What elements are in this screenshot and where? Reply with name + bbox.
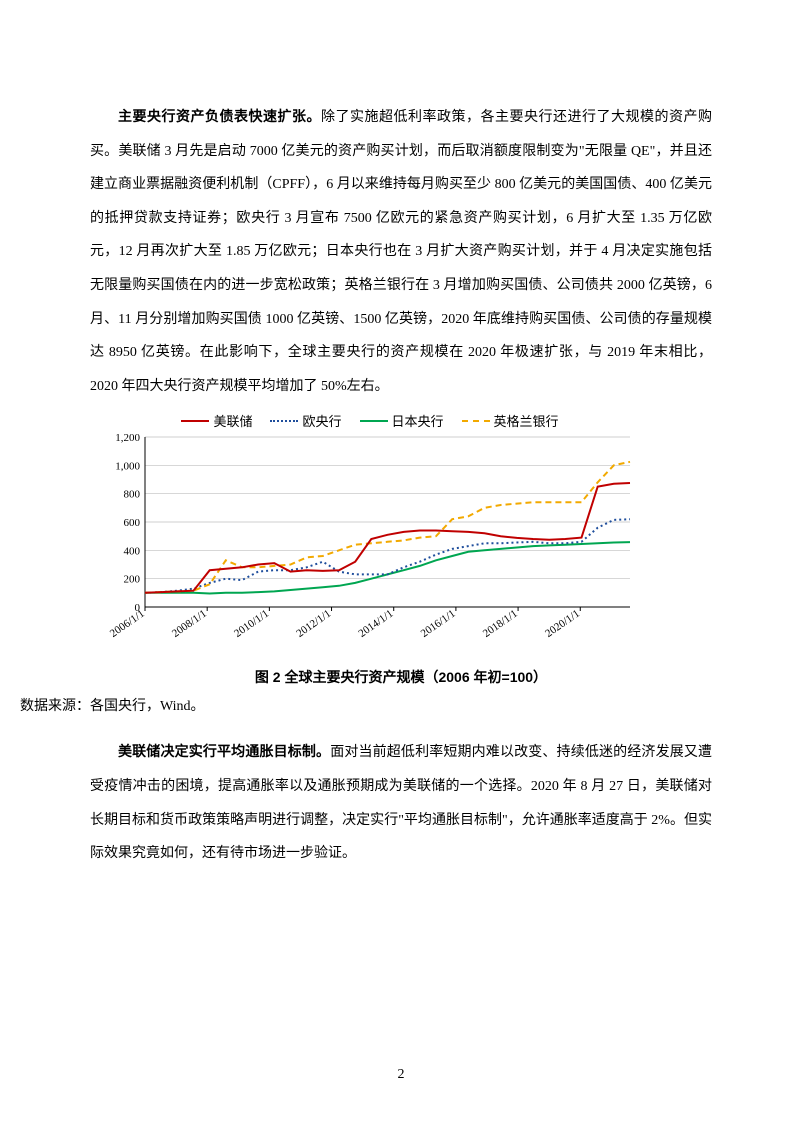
legend-item-ecb: 欧央行: [270, 411, 341, 430]
para2-lead-bold: 美联储决定实行平均通胀目标制。: [118, 743, 330, 759]
chart-svg: 02004006008001,0001,2002006/1/12008/1/12…: [100, 432, 640, 652]
legend-swatch-boe: [462, 420, 490, 422]
source-text: 各国央行，Wind。: [90, 699, 205, 714]
legend-label-fed: 美联储: [213, 411, 252, 430]
svg-text:1,200: 1,200: [115, 432, 140, 444]
svg-text:2020/1/1: 2020/1/1: [543, 608, 582, 640]
para1-lead-bold: 主要央行资产负债表快速扩张。: [118, 108, 321, 124]
svg-text:400: 400: [124, 546, 141, 558]
svg-text:2014/1/1: 2014/1/1: [357, 608, 396, 640]
legend-item-fed: 美联储: [181, 411, 252, 430]
chart-source: 数据来源：各国央行，Wind。: [20, 693, 712, 721]
legend-item-boj: 日本央行: [360, 411, 444, 430]
svg-text:800: 800: [124, 489, 141, 501]
svg-text:2018/1/1: 2018/1/1: [481, 608, 520, 640]
svg-text:600: 600: [124, 517, 141, 529]
svg-text:2006/1/1: 2006/1/1: [108, 608, 147, 640]
svg-text:1,000: 1,000: [115, 461, 140, 473]
legend-swatch-fed: [181, 420, 209, 422]
legend-label-boe: 英格兰银行: [494, 411, 559, 430]
para1-body: 除了实施超低利率政策，各主要央行还进行了大规模的资产购买。美联储 3 月先是启动…: [90, 110, 712, 394]
svg-text:2012/1/1: 2012/1/1: [294, 608, 333, 640]
svg-text:2008/1/1: 2008/1/1: [170, 608, 209, 640]
source-label: 数据来源：: [20, 699, 90, 714]
svg-text:200: 200: [124, 574, 141, 586]
chart-legend: 美联储 欧央行 日本央行 英格兰银行: [100, 411, 640, 430]
svg-text:2016/1/1: 2016/1/1: [419, 608, 458, 640]
para2-body: 面对当前超低利率短期内难以改变、持续低迷的经济发展又遭受疫情冲击的困境，提高通胀…: [90, 745, 712, 861]
legend-item-boe: 英格兰银行: [462, 411, 559, 430]
paragraph-2: 美联储决定实行平均通胀目标制。面对当前超低利率短期内难以改变、持续低迷的经济发展…: [90, 735, 712, 870]
legend-label-ecb: 欧央行: [302, 411, 341, 430]
chart-caption: 图 2 全球主要央行资产规模（2006 年初=100）: [90, 667, 712, 687]
chart-central-bank-assets: 美联储 欧央行 日本央行 英格兰银行 02004006008001,0001,2…: [100, 411, 640, 661]
paragraph-1: 主要央行资产负债表快速扩张。除了实施超低利率政策，各主要央行还进行了大规模的资产…: [90, 100, 712, 403]
legend-swatch-ecb: [270, 420, 298, 422]
legend-swatch-boj: [360, 420, 388, 422]
svg-text:2010/1/1: 2010/1/1: [232, 608, 271, 640]
page-number: 2: [0, 1067, 802, 1083]
legend-label-boj: 日本央行: [392, 411, 444, 430]
